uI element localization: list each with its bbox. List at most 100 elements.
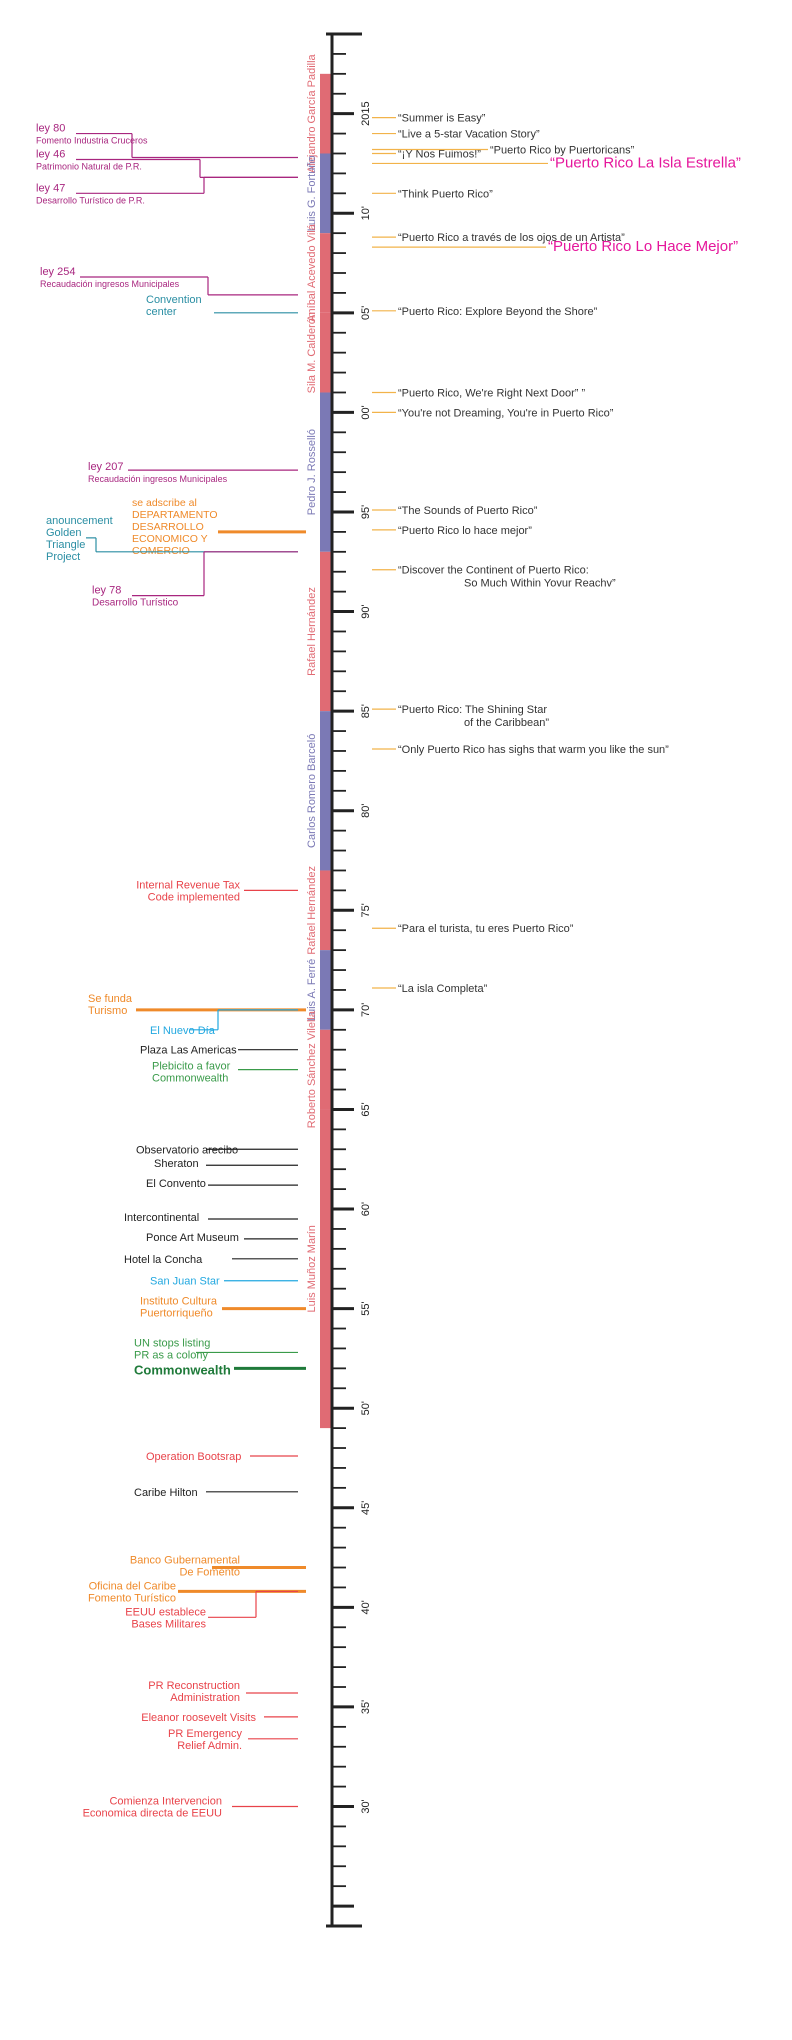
governor-name-5: Rafael Hernández — [306, 587, 318, 676]
year-label-1960: 60' — [360, 1202, 372, 1216]
year-label-1940: 40' — [360, 1600, 372, 1614]
slogan-text-7-0: “Puerto Rico Lo Hace Mejor” — [548, 238, 738, 255]
event-text-13-1: Commonwealth — [152, 1073, 228, 1085]
governor-name-0: Alejandro García Padilla — [306, 53, 318, 173]
event-text-22-0: UN stops listing — [134, 1337, 210, 1349]
event-text-4-0: Convention — [146, 294, 202, 306]
event-text-2-0: ley 47 — [36, 182, 65, 194]
year-label-1930: 30' — [360, 1799, 372, 1813]
event-text-16-0: El Convento — [146, 1178, 206, 1190]
event-text-1-1: Patrimonio Natural de P.R. — [36, 161, 142, 171]
event-text-4-1: center — [146, 306, 177, 318]
event-text-24-0: Operation Bootsrap — [146, 1451, 241, 1463]
slogan-text-16-0: “Para el turista, tu eres Puerto Rico” — [398, 923, 574, 935]
year-label-1980: 80' — [360, 804, 372, 818]
governor-bar-8 — [320, 950, 332, 1030]
event-text-3-0: ley 254 — [40, 266, 75, 278]
event-text-25-0: Caribe Hilton — [134, 1487, 198, 1499]
governor-name-7: Rafael Hernández — [306, 866, 318, 955]
event-text-0-0: ley 80 — [36, 123, 65, 135]
event-text-11-0: El Nuevo Día — [150, 1025, 216, 1037]
governor-bar-0 — [320, 73, 332, 154]
governor-bar-1 — [320, 153, 332, 234]
event-text-26-0: Banco Gubernamental — [130, 1555, 240, 1567]
event-text-20-0: San Juan Star — [150, 1276, 220, 1288]
event-text-10-1: Turismo — [88, 1005, 127, 1017]
slogan-text-14-0: “Puerto Rico: The Shining Star — [398, 704, 547, 716]
event-text-7-1: Golden — [46, 527, 81, 539]
year-axis: 2015 10' 05' 00' 95' 90' 85' 80' 75' 70' 65' 60' 55'… — [326, 32, 372, 1928]
year-label-1945: 45' — [360, 1501, 372, 1515]
event-text-14-0: Observatorio arecibo — [136, 1144, 238, 1156]
governor-bar-6 — [320, 711, 332, 871]
year-label-1935: 35' — [360, 1700, 372, 1714]
event-text-32-0: Comienza Intervencion — [109, 1796, 222, 1808]
governor-bar-5 — [320, 551, 332, 712]
event-text-15-0: Sheraton — [154, 1158, 199, 1170]
event-text-30-0: Eleanor roosevelt Visits — [141, 1712, 256, 1724]
slogan-text-9-0: “Puerto Rico, We're Right Next Door” ” — [398, 387, 585, 399]
year-label-1995: 95' — [360, 505, 372, 519]
event-text-7-3: Project — [46, 551, 80, 563]
slogan-text-4-0: “Puerto Rico La Isla Estrella” — [550, 154, 741, 171]
event-text-9-0: Internal Revenue Tax — [136, 879, 240, 891]
event-text-5-1: Recaudación ingresos Municipales — [88, 474, 228, 484]
governor-bar-9 — [320, 1029, 332, 1110]
year-label-1985: 85' — [360, 704, 372, 718]
event-text-27-1: Fomento Turístico — [88, 1592, 176, 1604]
event-text-31-0: PR Emergency — [168, 1728, 242, 1740]
event-text-21-1: Puertorriqueño — [140, 1308, 213, 1320]
event-text-9-1: Code implemented — [148, 891, 240, 903]
event-text-6-1: DEPARTAMENTO — [132, 509, 218, 521]
event-text-31-1: Relief Admin. — [177, 1740, 242, 1752]
slogan-text-17-0: “La isla Completa” — [398, 983, 488, 995]
event-text-0-1: Fomento Industria Cruceros — [36, 136, 148, 146]
slogan-annotations: “Summer is Easy” “Live a 5-star Vacation … — [372, 113, 741, 995]
event-text-29-0: PR Reconstruction — [148, 1680, 240, 1692]
event-text-10-0: Se funda — [88, 993, 133, 1005]
event-text-21-0: Instituto Cultura — [140, 1296, 218, 1308]
year-label-1965: 65' — [360, 1102, 372, 1116]
event-text-23-0: Commonwealth — [134, 1362, 231, 1377]
governor-bar-7 — [320, 870, 332, 951]
governor-name-8: Luis A. Ferré — [306, 959, 318, 1021]
event-text-27-0: Oficina del Caribe — [89, 1580, 176, 1592]
governor-name-3: Sila M. Calderón — [306, 312, 318, 393]
event-text-6-4: COMERCIO — [132, 545, 190, 557]
event-text-32-1: Economica directa de EEUU — [83, 1808, 222, 1820]
slogan-text-5-0: “Think Puerto Rico” — [398, 188, 493, 200]
year-label-2005: 05' — [360, 306, 372, 320]
slogan-text-2-0: “¡Y Nos Fuimos!” — [398, 148, 481, 160]
event-text-2-1: Desarrollo Turístico de P.R. — [36, 195, 145, 205]
slogan-text-13-1: So Much Within Yovur Reachv” — [464, 578, 616, 590]
slogan-text-1-0: “Live a 5-star Vacation Story” — [398, 129, 540, 141]
event-text-13-0: Plebicito a favor — [152, 1061, 231, 1073]
governor-name-4: Pedro J. Rosselló — [306, 429, 318, 515]
event-text-7-2: Triangle — [46, 539, 85, 551]
event-text-17-0: Intercontinental — [124, 1212, 199, 1224]
event-text-12-0: Plaza Las Americas — [140, 1045, 237, 1057]
event-text-18-0: Ponce Art Museum — [146, 1232, 239, 1244]
governor-bar-10 — [320, 1109, 332, 1429]
event-text-3-1: Recaudación ingresos Municipales — [40, 279, 180, 289]
slogan-text-3-0: “Puerto Rico by Puertoricans” — [490, 145, 635, 157]
event-text-26-1: De Fomento — [179, 1567, 240, 1579]
governor-name-10: Luis Muñoz Marín — [306, 1225, 318, 1312]
slogan-text-15-0: “Only Puerto Rico has sighs that warm yo… — [398, 744, 669, 756]
year-label-2015: 2015 — [360, 101, 372, 125]
year-label-2000: 00' — [360, 405, 372, 419]
event-text-29-1: Administration — [170, 1692, 240, 1704]
event-text-19-0: Hotel la Concha — [124, 1254, 203, 1266]
event-text-5-0: ley 207 — [88, 461, 123, 473]
event-text-6-0: se adscribe al — [132, 497, 197, 509]
governor-name-9: Roberto Sánchez Vilella — [306, 1010, 318, 1128]
slogan-text-0-0: “Summer is Easy” — [398, 113, 486, 125]
year-label-1970: 70' — [360, 1003, 372, 1017]
event-text-8-1: Desarrollo Turístico — [92, 598, 179, 609]
slogan-text-8-0: “Puerto Rico: Explore Beyond the Shore” — [398, 306, 598, 318]
event-text-8-0: ley 78 — [92, 585, 121, 597]
event-text-28-1: Bases Militares — [131, 1618, 206, 1630]
